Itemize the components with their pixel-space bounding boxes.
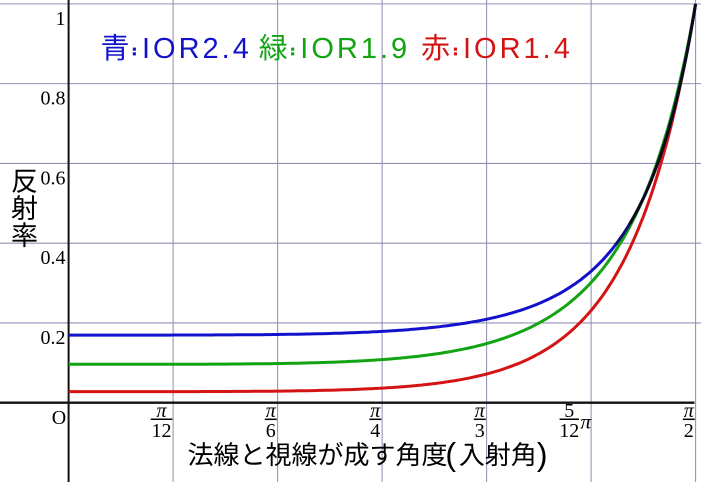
svg-text:1: 1 xyxy=(56,8,66,30)
svg-text:): ) xyxy=(537,436,548,472)
svg-text:π: π xyxy=(475,400,486,422)
svg-text:2: 2 xyxy=(684,420,694,442)
svg-text:6: 6 xyxy=(266,420,276,442)
svg-text:0.2: 0.2 xyxy=(41,327,66,349)
svg-text:4: 4 xyxy=(370,420,380,442)
svg-text:π: π xyxy=(580,409,592,433)
svg-text:IOR1.4: IOR1.4 xyxy=(463,33,573,65)
svg-text:π: π xyxy=(156,400,167,422)
svg-text:O: O xyxy=(52,407,66,429)
svg-text:0.4: 0.4 xyxy=(41,247,66,269)
svg-text:IOR2.4: IOR2.4 xyxy=(142,33,252,65)
svg-text:0.8: 0.8 xyxy=(41,88,66,110)
svg-text:π: π xyxy=(266,400,277,422)
svg-text:3: 3 xyxy=(475,420,485,442)
svg-text:12: 12 xyxy=(152,420,172,442)
svg-text:0.6: 0.6 xyxy=(41,167,66,189)
svg-text:12: 12 xyxy=(559,420,579,442)
svg-text:5: 5 xyxy=(564,400,574,422)
svg-text:π: π xyxy=(684,400,695,422)
svg-text:IOR1.9: IOR1.9 xyxy=(300,33,410,65)
svg-text:π: π xyxy=(370,400,381,422)
svg-text:(: ( xyxy=(445,436,456,472)
